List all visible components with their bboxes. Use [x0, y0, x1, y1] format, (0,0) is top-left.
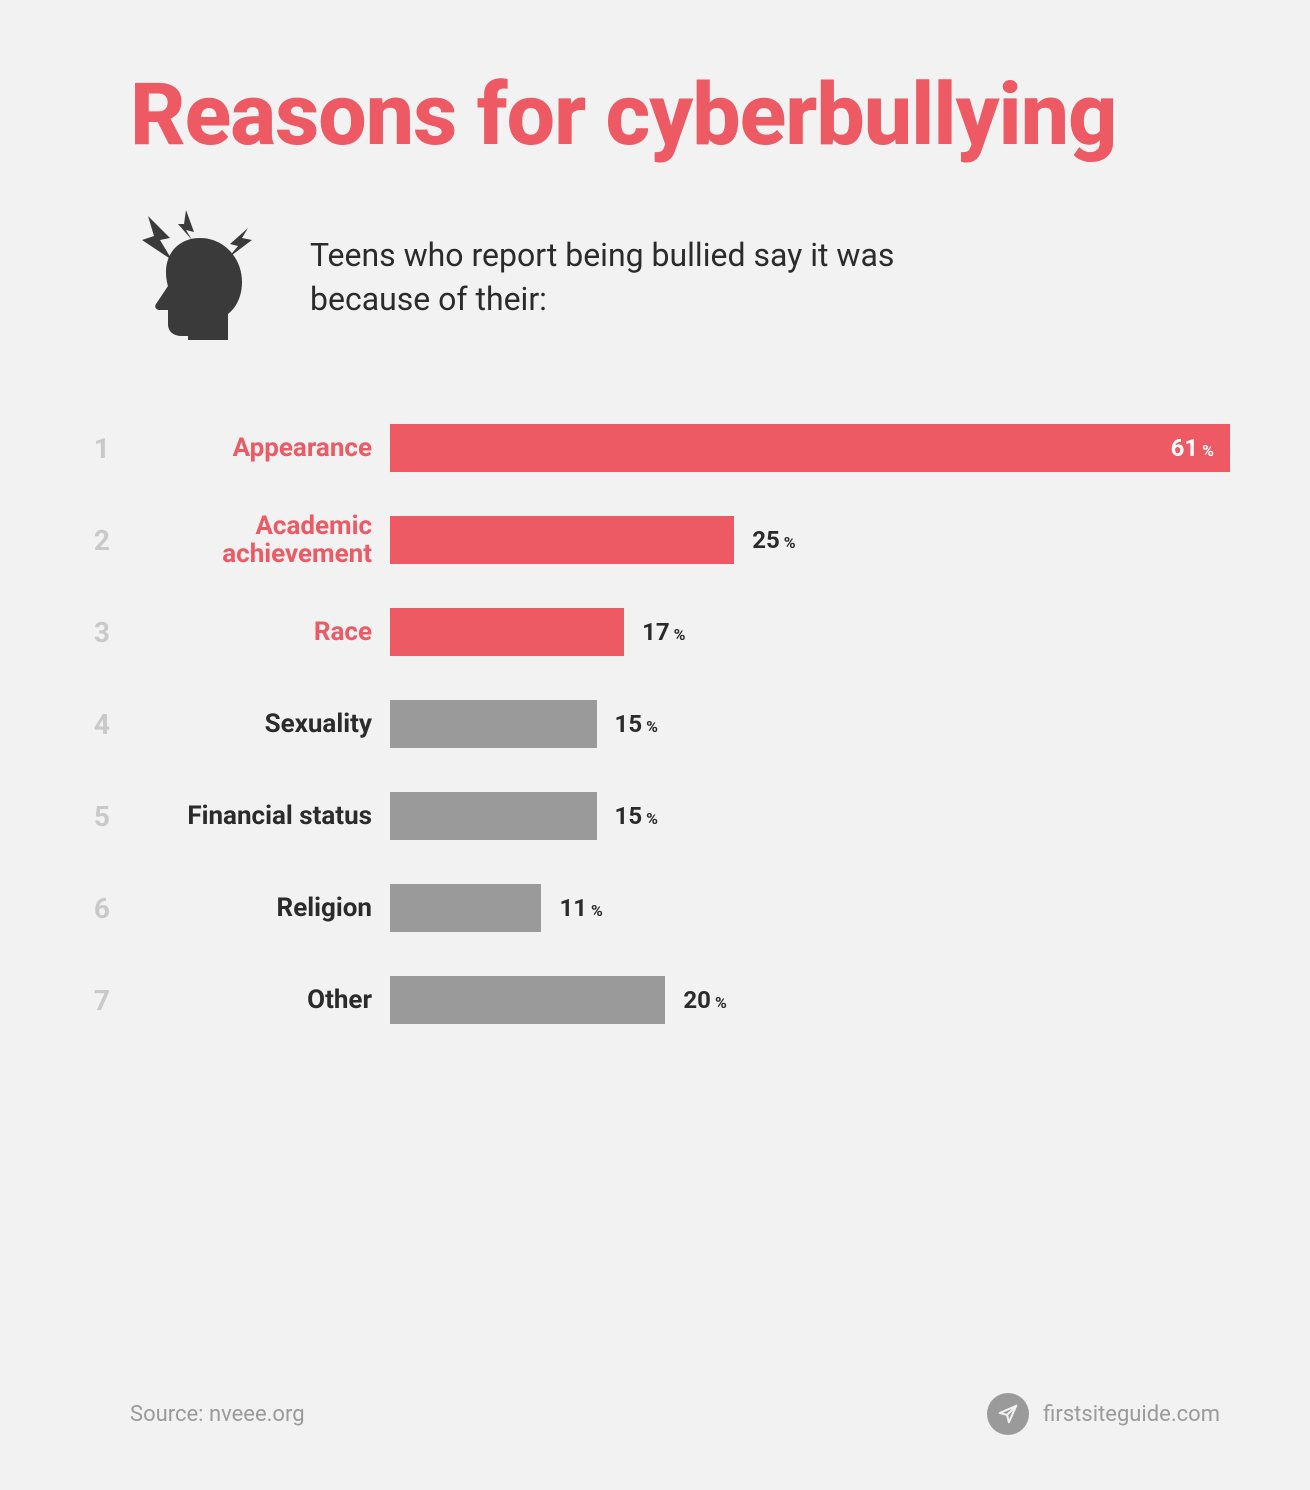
chart-row: 5Financial status 15% [70, 792, 1240, 840]
row-rank: 5 [70, 800, 110, 833]
site-credit: firstsiteguide.com [987, 1393, 1220, 1435]
chart-row: 4Sexuality 15% [70, 700, 1240, 748]
bar-value: 17% [642, 618, 685, 646]
bar-wrap: 15% [390, 700, 1240, 748]
bar: 61% [390, 424, 1230, 472]
row-label: Other [110, 986, 390, 1015]
page-title: Reasons for cyberbullying [130, 70, 1240, 160]
bar-value: 25% [752, 526, 795, 554]
bar [390, 792, 597, 840]
row-rank: 2 [70, 524, 110, 557]
row-label: Academic achievement [110, 512, 390, 569]
bullying-head-icon [130, 210, 270, 344]
bar [390, 608, 624, 656]
bar-value: 61% [1171, 434, 1214, 462]
subtitle-row: Teens who report being bullied say it wa… [130, 210, 1240, 344]
bar-wrap: 17% [390, 608, 1240, 656]
row-rank: 3 [70, 616, 110, 649]
bar-wrap: 11% [390, 884, 1240, 932]
subtitle-text: Teens who report being bullied say it wa… [310, 233, 1010, 323]
bar [390, 516, 734, 564]
chart-row: 3Race 17% [70, 608, 1240, 656]
row-rank: 6 [70, 892, 110, 925]
row-rank: 1 [70, 432, 110, 465]
bar-wrap: 25% [390, 516, 1240, 564]
row-rank: 7 [70, 984, 110, 1017]
bar-wrap: 61% [390, 424, 1240, 472]
chart-row: 2Academic achievement25% [70, 516, 1240, 564]
paper-plane-icon [987, 1393, 1029, 1435]
bar [390, 884, 541, 932]
bar-value: 20% [683, 986, 726, 1014]
source-text: Source: nveee.org [130, 1402, 305, 1427]
chart-row: 1Appearance 61% [70, 424, 1240, 472]
bar-wrap: 20% [390, 976, 1240, 1024]
footer: Source: nveee.org firstsiteguide.com [130, 1393, 1220, 1435]
chart-row: 6Religion 11% [70, 884, 1240, 932]
chart-row: 7Other 20% [70, 976, 1240, 1024]
bar-value: 15% [615, 710, 658, 738]
bar [390, 976, 665, 1024]
row-label: Financial status [110, 802, 390, 831]
site-name: firstsiteguide.com [1043, 1402, 1220, 1427]
row-label: Appearance [110, 434, 390, 463]
bar [390, 700, 597, 748]
bar-value: 15% [615, 802, 658, 830]
row-label: Religion [110, 894, 390, 923]
row-label: Race [110, 618, 390, 647]
reasons-bar-chart: 1Appearance61%2Academic achievement25%3R… [70, 424, 1240, 1024]
row-label: Sexuality [110, 710, 390, 739]
bar-value: 11% [559, 894, 602, 922]
row-rank: 4 [70, 708, 110, 741]
bar-wrap: 15% [390, 792, 1240, 840]
